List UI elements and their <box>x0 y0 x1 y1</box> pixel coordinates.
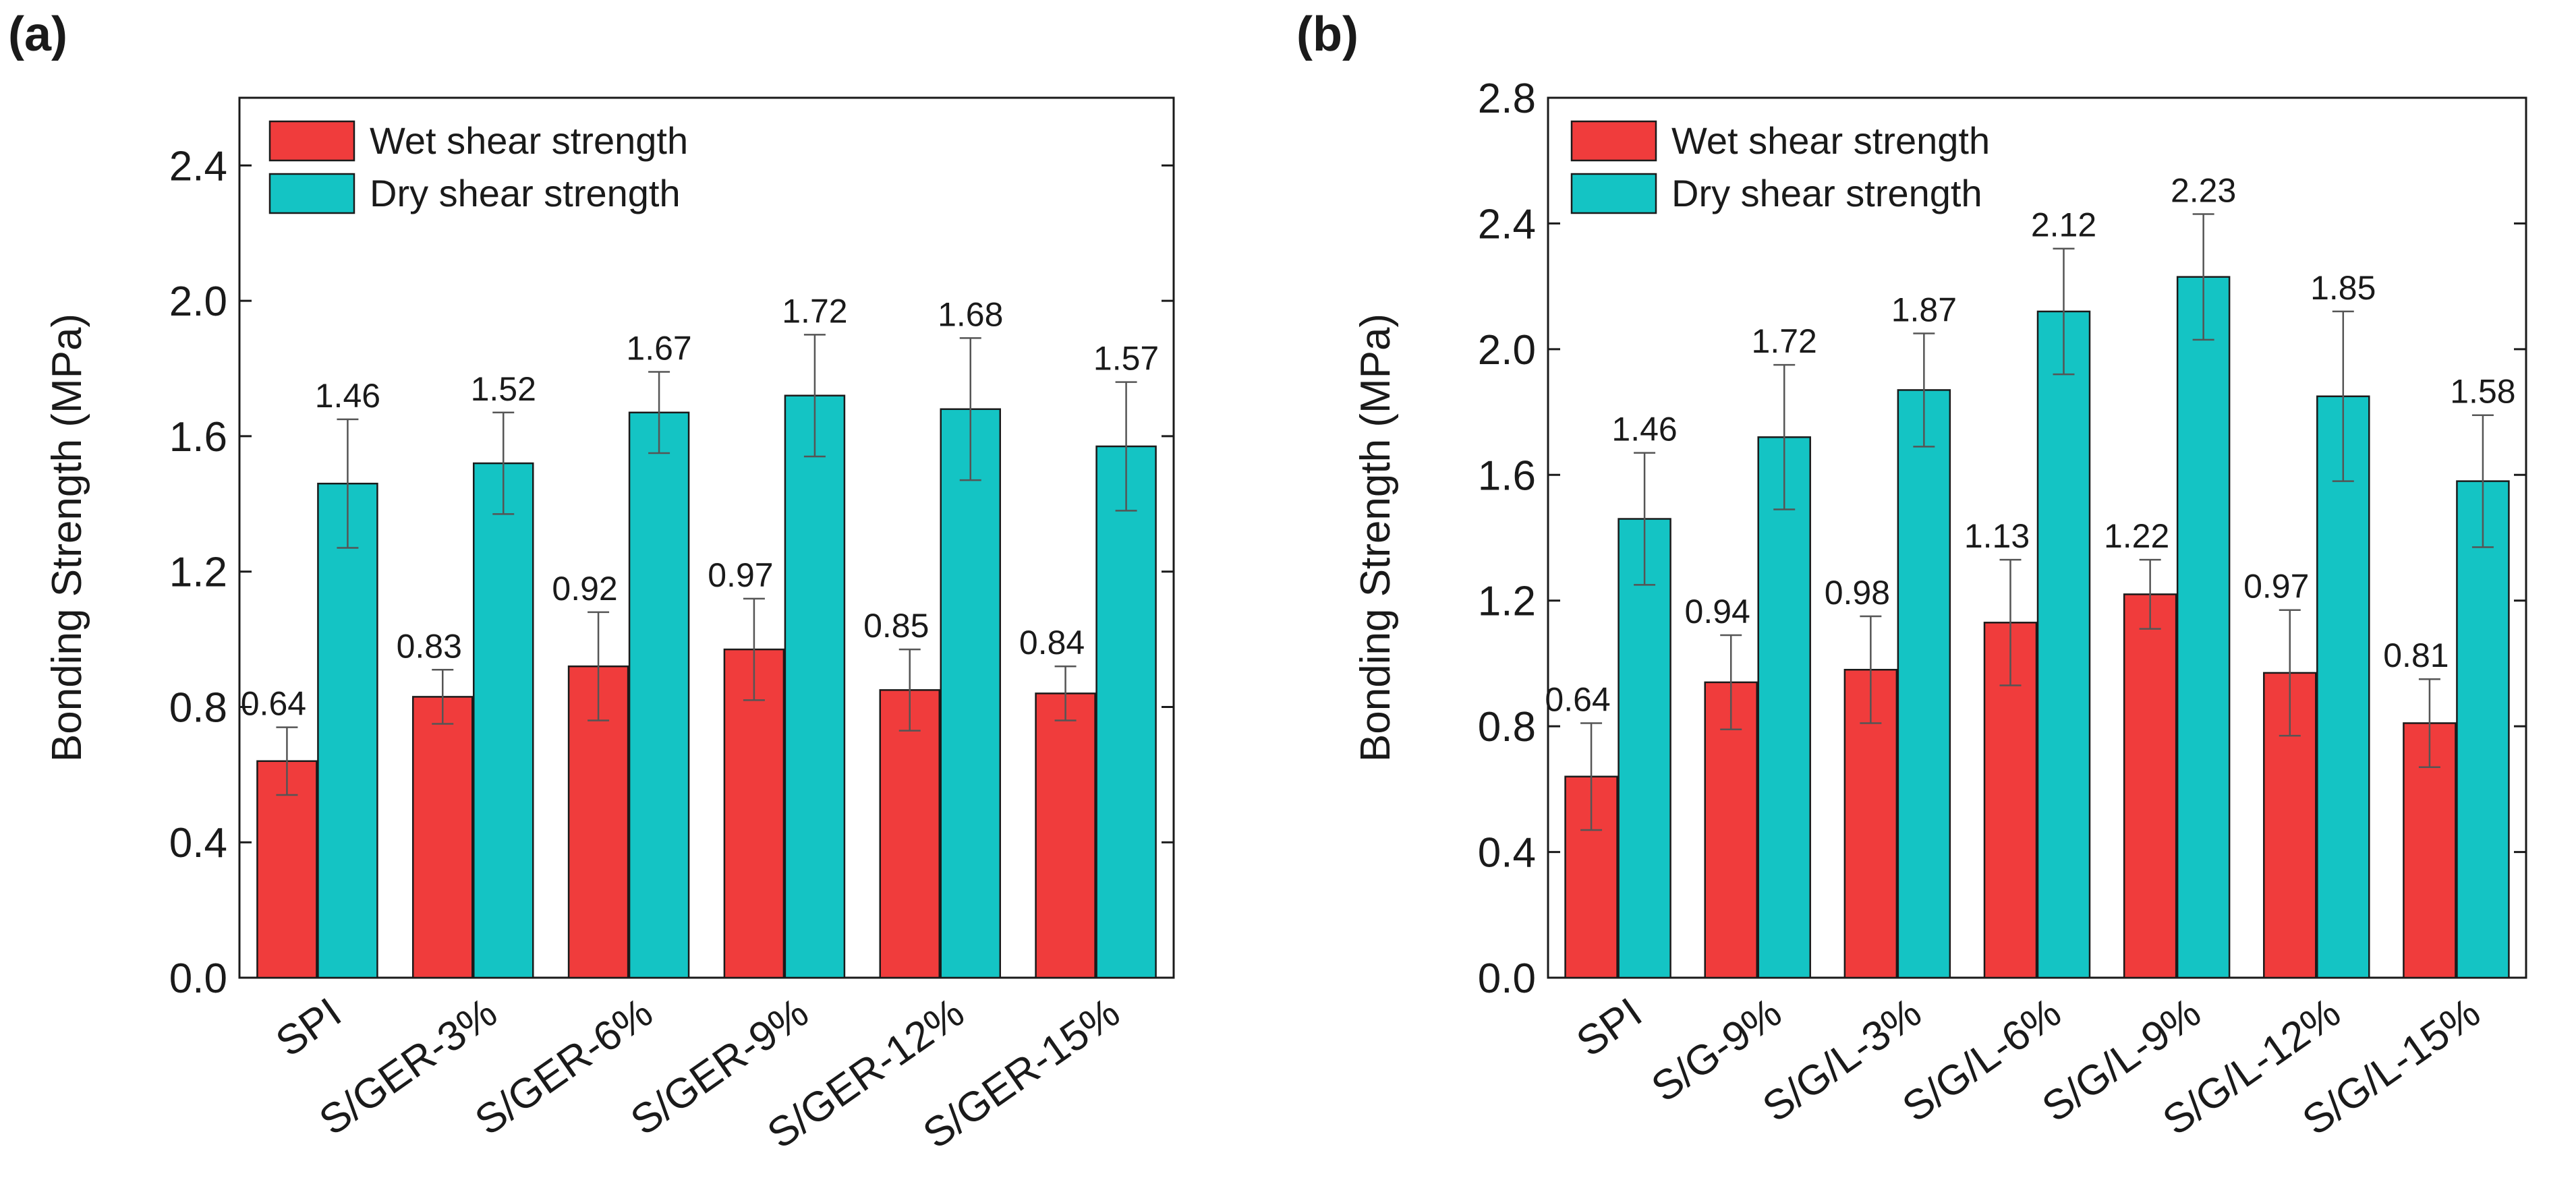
x-category-label: S/GER-3% <box>311 989 505 1144</box>
dry-value-label: 1.85 <box>2310 269 2376 307</box>
dry-value-label: 1.67 <box>626 330 691 367</box>
dry-bar-3 <box>1897 389 1951 979</box>
legend-swatch-dry <box>1570 173 1657 214</box>
chart-panel-b: (b) 0.0 0.4 0.8 1.2 1.6 2.0 2.4 2.8 Bonding Stren… <box>1296 7 2527 1144</box>
legend-label-wet: Wet shear strength <box>370 119 688 162</box>
dry-value-label: 1.52 <box>471 370 536 408</box>
legend-label-wet: Wet shear strength <box>1671 119 1990 162</box>
y-tick-label: 0.0 <box>169 955 227 1002</box>
y-tick-label: 1.6 <box>1478 452 1536 499</box>
dry-value-label: 1.57 <box>1093 340 1159 378</box>
dry-value-label: 1.58 <box>2450 373 2515 411</box>
chart-panel-a: (a) 0.0 0.4 0.8 1.2 1.6 2.0 2.4 Bonding Strength… <box>8 7 1175 1158</box>
wet-value-label: 1.13 <box>1964 517 2030 555</box>
y-tick-label: 2.0 <box>169 278 227 325</box>
legend-swatch-wet <box>1570 120 1657 162</box>
dry-value-label: 1.46 <box>1611 411 1677 448</box>
x-category-label: SPI <box>1568 989 1650 1066</box>
wet-bar-2 <box>412 696 474 979</box>
dry-value-label: 1.87 <box>1891 291 1957 329</box>
wet-bar-5 <box>879 689 940 979</box>
wet-value-label: 0.64 <box>241 685 306 723</box>
panel-label: (a) <box>8 7 67 61</box>
y-tick-label: 2.8 <box>1478 76 1536 122</box>
y-tick-label: 2.4 <box>1478 201 1536 247</box>
y-tick-label: 2.4 <box>169 143 227 189</box>
wet-bar-5 <box>2123 593 2177 979</box>
y-tick-label: 2.0 <box>1478 327 1536 374</box>
x-category-label: S/GER-6% <box>467 989 661 1144</box>
y-tick-label: 0.0 <box>1478 955 1536 1002</box>
legend-label-dry: Dry shear strength <box>370 172 681 214</box>
dry-bar-2 <box>473 462 534 979</box>
y-axis-label: Bonding Strength (MPa) <box>1352 314 1399 762</box>
wet-bar-6 <box>1035 692 1096 979</box>
dry-bar-2 <box>1757 436 1811 979</box>
dry-bar-4 <box>2036 310 2091 979</box>
dry-bar-3 <box>628 411 690 979</box>
dry-bar-1 <box>317 482 378 979</box>
plot-frame <box>238 96 1175 979</box>
y-tick-label: 0.4 <box>1478 830 1536 877</box>
legend-label-dry: Dry shear strength <box>1671 172 1982 214</box>
y-tick-label: 0.8 <box>169 684 227 731</box>
dry-value-label: 1.46 <box>315 377 380 415</box>
x-category-label: S/G/L-3% <box>1754 989 1930 1131</box>
wet-value-label: 0.97 <box>2243 568 2309 605</box>
legend-swatch-wet <box>268 120 355 162</box>
x-category-label: S/G/L-6% <box>1894 989 2069 1131</box>
y-tick-label: 1.2 <box>169 550 227 596</box>
y-tick-label: 0.8 <box>1478 704 1536 750</box>
dry-bar-6 <box>1095 445 1157 979</box>
dry-value-label: 2.23 <box>2171 171 2236 209</box>
y-tick-label: 0.4 <box>169 820 227 866</box>
dry-bar-5 <box>2176 276 2231 979</box>
dry-bar-7 <box>2456 480 2510 979</box>
wet-value-label: 0.64 <box>1545 680 1610 718</box>
legend-swatch-dry <box>268 173 355 214</box>
wet-bar-4 <box>723 648 785 979</box>
y-tick-label: 1.2 <box>1478 579 1536 625</box>
wet-value-label: 1.22 <box>2104 517 2169 555</box>
dry-bar-6 <box>2316 395 2370 979</box>
wet-bar-2 <box>1704 681 1758 979</box>
dry-value-label: 1.68 <box>938 295 1003 333</box>
wet-value-label: 0.83 <box>397 627 462 665</box>
wet-value-label: 0.85 <box>863 607 929 645</box>
panel-label: (b) <box>1296 7 1358 61</box>
wet-value-label: 0.84 <box>1019 624 1085 661</box>
dry-value-label: 2.12 <box>2031 206 2096 244</box>
wet-value-label: 0.98 <box>1825 574 1890 612</box>
dry-bar-4 <box>784 394 846 979</box>
wet-value-label: 0.94 <box>1685 593 1750 630</box>
x-category-label: SPI <box>268 989 349 1066</box>
dry-bar-5 <box>940 408 1001 979</box>
wet-bar-1 <box>256 760 318 979</box>
dry-value-label: 1.72 <box>1752 322 1817 360</box>
wet-value-label: 0.97 <box>708 556 773 594</box>
dry-bar-1 <box>1618 518 1671 979</box>
y-axis-label: Bonding Strength (MPa) <box>44 314 90 762</box>
y-tick-label: 1.6 <box>169 414 227 461</box>
dry-value-label: 1.72 <box>782 292 847 330</box>
wet-value-label: 0.81 <box>2383 637 2449 674</box>
wet-value-label: 0.92 <box>552 570 617 608</box>
